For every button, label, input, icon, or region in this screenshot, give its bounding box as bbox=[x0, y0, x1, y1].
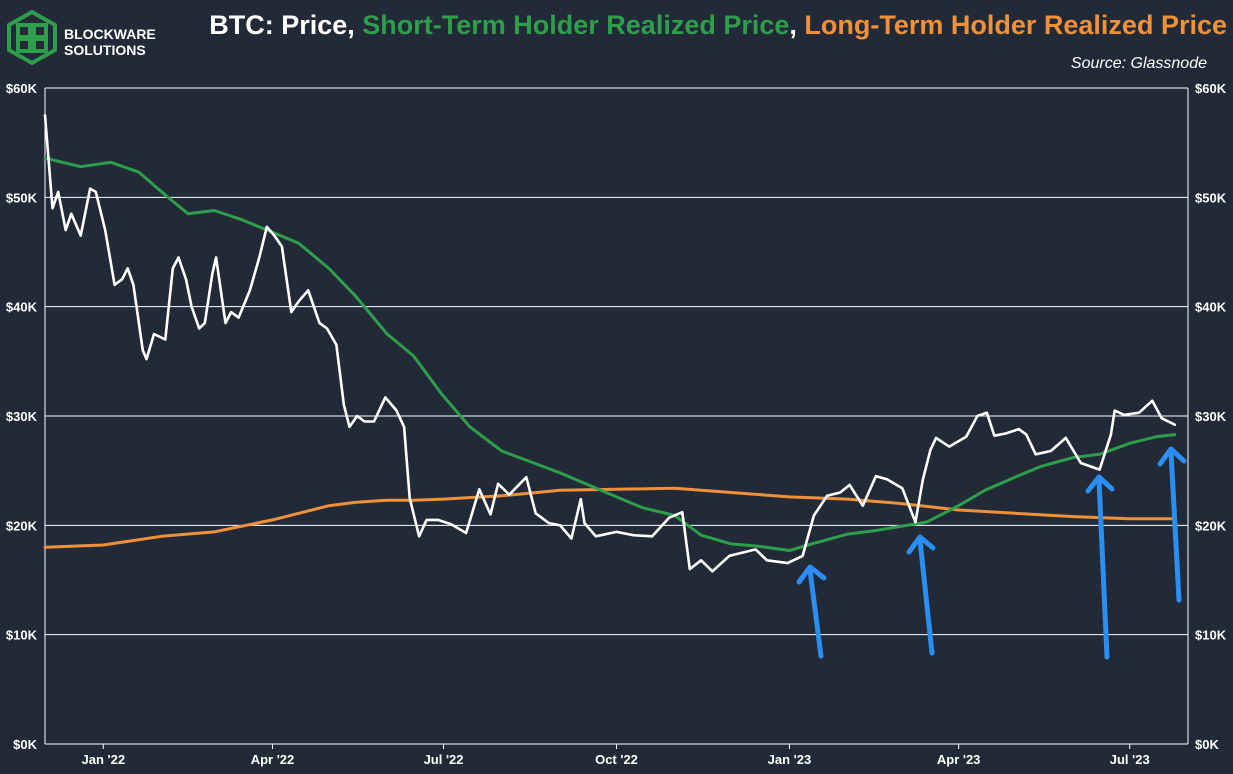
axis-layer: $0K $0K $10K $10K $20K $20K $30K $30K $40K $40K $5… bbox=[6, 81, 1227, 767]
title-sep1: , bbox=[347, 10, 362, 40]
arrow-mar-2023 bbox=[906, 534, 936, 656]
title-price: BTC: Price bbox=[209, 10, 347, 40]
y-tick-label-left: $60K bbox=[6, 81, 38, 96]
y-tick-label-right: $40K bbox=[1195, 300, 1227, 315]
logo-name-line2: SOLUTIONS bbox=[64, 42, 146, 58]
series-line-sth bbox=[43, 156, 1177, 552]
blockware-logo: BLOCKWARE SOLUTIONS bbox=[7, 9, 156, 66]
arrow-jan-2023 bbox=[796, 564, 827, 659]
y-tick-label-left: $10K bbox=[6, 628, 38, 643]
x-tick-label: Apr '22 bbox=[251, 752, 295, 767]
y-tick-label-left: $0K bbox=[13, 737, 37, 752]
y-tick-label-right: $60K bbox=[1195, 81, 1227, 96]
series-line-price bbox=[43, 114, 1177, 573]
x-tick-label: Jul '23 bbox=[1110, 752, 1150, 767]
y-tick-label-right: $20K bbox=[1195, 518, 1227, 533]
y-tick-label-left: $30K bbox=[6, 409, 38, 424]
title-sep2: , bbox=[789, 10, 804, 40]
y-tick-label-right: $0K bbox=[1195, 737, 1219, 752]
arrow-jun-2023 bbox=[1085, 474, 1115, 660]
chart-source: Source: Glassnode bbox=[1071, 55, 1207, 72]
y-tick-label-left: $40K bbox=[6, 300, 38, 315]
series-layer bbox=[43, 114, 1177, 573]
y-tick-label-left: $20K bbox=[6, 518, 38, 533]
logo-name-line1: BLOCKWARE bbox=[64, 26, 156, 42]
y-tick-label-right: $30K bbox=[1195, 409, 1227, 424]
title-sth: Short-Term Holder Realized Price bbox=[362, 10, 789, 40]
blockware-logo-icon bbox=[7, 9, 57, 66]
x-tick-label: Jul '22 bbox=[424, 752, 464, 767]
x-tick-label: Jan '23 bbox=[768, 752, 812, 767]
annotation-arrows bbox=[796, 446, 1187, 660]
title-lth: Long-Term Holder Realized Price bbox=[804, 10, 1227, 40]
chart-title: BTC: Price, Short-Term Holder Realized P… bbox=[209, 10, 1227, 40]
y-tick-label-left: $50K bbox=[6, 190, 38, 205]
x-tick-label: Jan '22 bbox=[81, 752, 125, 767]
x-tick-label: Oct '22 bbox=[595, 752, 638, 767]
y-tick-label-right: $10K bbox=[1195, 628, 1227, 643]
y-tick-label-right: $50K bbox=[1195, 190, 1227, 205]
arrow-jul-2023 bbox=[1157, 446, 1187, 603]
x-tick-label: Apr '23 bbox=[937, 752, 981, 767]
